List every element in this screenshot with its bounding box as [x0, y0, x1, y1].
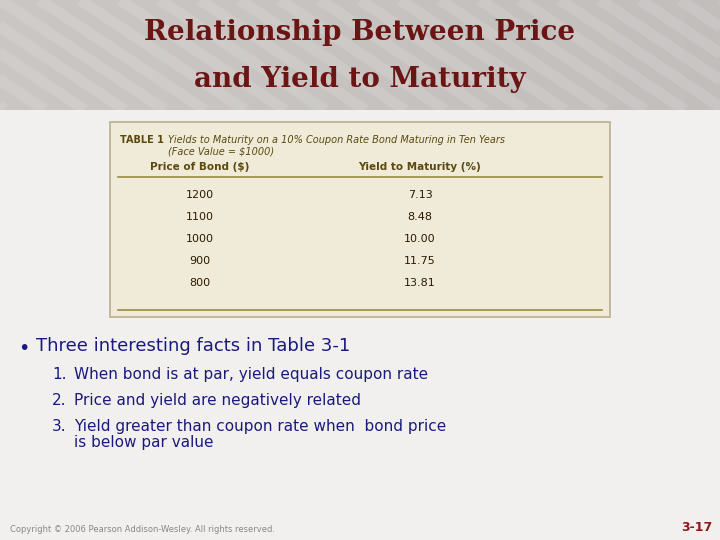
- FancyBboxPatch shape: [636, 0, 649, 110]
- FancyBboxPatch shape: [672, 0, 685, 110]
- FancyBboxPatch shape: [528, 0, 541, 110]
- FancyBboxPatch shape: [360, 0, 373, 110]
- Text: 3-17: 3-17: [680, 521, 712, 534]
- FancyBboxPatch shape: [420, 0, 433, 110]
- FancyBboxPatch shape: [312, 0, 325, 110]
- FancyBboxPatch shape: [36, 0, 49, 110]
- FancyBboxPatch shape: [684, 0, 697, 110]
- Text: 900: 900: [189, 256, 210, 266]
- FancyBboxPatch shape: [456, 0, 469, 110]
- FancyBboxPatch shape: [72, 0, 85, 110]
- FancyBboxPatch shape: [12, 0, 25, 110]
- FancyBboxPatch shape: [156, 0, 169, 110]
- Text: TABLE 1: TABLE 1: [120, 135, 164, 145]
- Text: Yields to Maturity on a 10% Coupon Rate Bond Maturing in Ten Years: Yields to Maturity on a 10% Coupon Rate …: [168, 135, 505, 145]
- FancyBboxPatch shape: [288, 0, 301, 110]
- FancyBboxPatch shape: [708, 0, 720, 110]
- FancyBboxPatch shape: [576, 0, 589, 110]
- FancyBboxPatch shape: [588, 0, 601, 110]
- FancyBboxPatch shape: [492, 0, 505, 110]
- Text: 1200: 1200: [186, 190, 214, 200]
- FancyBboxPatch shape: [0, 0, 720, 110]
- FancyBboxPatch shape: [624, 0, 637, 110]
- FancyBboxPatch shape: [264, 0, 277, 110]
- FancyBboxPatch shape: [600, 0, 613, 110]
- FancyBboxPatch shape: [96, 0, 109, 110]
- Text: (Face Value = $1000): (Face Value = $1000): [168, 146, 274, 156]
- Text: Three interesting facts in Table 3-1: Three interesting facts in Table 3-1: [36, 337, 350, 355]
- Text: 3.: 3.: [52, 419, 67, 434]
- FancyBboxPatch shape: [444, 0, 457, 110]
- FancyBboxPatch shape: [408, 0, 421, 110]
- Text: 1.: 1.: [52, 367, 66, 382]
- FancyBboxPatch shape: [300, 0, 313, 110]
- Text: Yield greater than coupon rate when  bond price: Yield greater than coupon rate when bond…: [74, 419, 446, 434]
- FancyBboxPatch shape: [0, 110, 720, 540]
- Text: Yield to Maturity (%): Yield to Maturity (%): [359, 162, 482, 172]
- FancyBboxPatch shape: [252, 0, 265, 110]
- FancyBboxPatch shape: [348, 0, 361, 110]
- FancyBboxPatch shape: [60, 0, 73, 110]
- Text: Relationship Between Price: Relationship Between Price: [145, 19, 575, 46]
- FancyBboxPatch shape: [552, 0, 565, 110]
- FancyBboxPatch shape: [612, 0, 625, 110]
- FancyBboxPatch shape: [504, 0, 517, 110]
- FancyBboxPatch shape: [660, 0, 673, 110]
- FancyBboxPatch shape: [144, 0, 157, 110]
- FancyBboxPatch shape: [132, 0, 145, 110]
- Text: 800: 800: [189, 278, 210, 288]
- Text: and Yield to Maturity: and Yield to Maturity: [194, 66, 526, 93]
- Text: 10.00: 10.00: [404, 234, 436, 244]
- FancyBboxPatch shape: [84, 0, 97, 110]
- FancyBboxPatch shape: [396, 0, 409, 110]
- FancyBboxPatch shape: [0, 0, 13, 110]
- FancyBboxPatch shape: [48, 0, 61, 110]
- FancyBboxPatch shape: [696, 0, 709, 110]
- FancyBboxPatch shape: [24, 0, 37, 110]
- Text: 7.13: 7.13: [408, 190, 433, 200]
- Text: Price of Bond ($): Price of Bond ($): [150, 162, 250, 172]
- Text: is below par value: is below par value: [74, 435, 214, 450]
- Text: 11.75: 11.75: [404, 256, 436, 266]
- FancyBboxPatch shape: [648, 0, 661, 110]
- Text: 2.: 2.: [52, 393, 66, 408]
- FancyBboxPatch shape: [384, 0, 397, 110]
- Text: Price and yield are negatively related: Price and yield are negatively related: [74, 393, 361, 408]
- FancyBboxPatch shape: [240, 0, 253, 110]
- Text: 1000: 1000: [186, 234, 214, 244]
- FancyBboxPatch shape: [108, 0, 121, 110]
- Text: 1100: 1100: [186, 212, 214, 222]
- FancyBboxPatch shape: [168, 0, 181, 110]
- Text: Copyright © 2006 Pearson Addison-Wesley. All rights reserved.: Copyright © 2006 Pearson Addison-Wesley.…: [10, 525, 275, 534]
- FancyBboxPatch shape: [180, 0, 193, 110]
- FancyBboxPatch shape: [324, 0, 337, 110]
- FancyBboxPatch shape: [276, 0, 289, 110]
- FancyBboxPatch shape: [216, 0, 229, 110]
- Text: 13.81: 13.81: [404, 278, 436, 288]
- FancyBboxPatch shape: [110, 122, 610, 317]
- FancyBboxPatch shape: [372, 0, 385, 110]
- FancyBboxPatch shape: [336, 0, 349, 110]
- Text: 8.48: 8.48: [408, 212, 433, 222]
- FancyBboxPatch shape: [120, 0, 133, 110]
- FancyBboxPatch shape: [564, 0, 577, 110]
- Text: •: •: [18, 339, 30, 358]
- Text: When bond is at par, yield equals coupon rate: When bond is at par, yield equals coupon…: [74, 367, 428, 382]
- FancyBboxPatch shape: [432, 0, 445, 110]
- FancyBboxPatch shape: [480, 0, 493, 110]
- FancyBboxPatch shape: [468, 0, 481, 110]
- FancyBboxPatch shape: [516, 0, 529, 110]
- FancyBboxPatch shape: [204, 0, 217, 110]
- FancyBboxPatch shape: [192, 0, 205, 110]
- FancyBboxPatch shape: [540, 0, 553, 110]
- FancyBboxPatch shape: [228, 0, 241, 110]
